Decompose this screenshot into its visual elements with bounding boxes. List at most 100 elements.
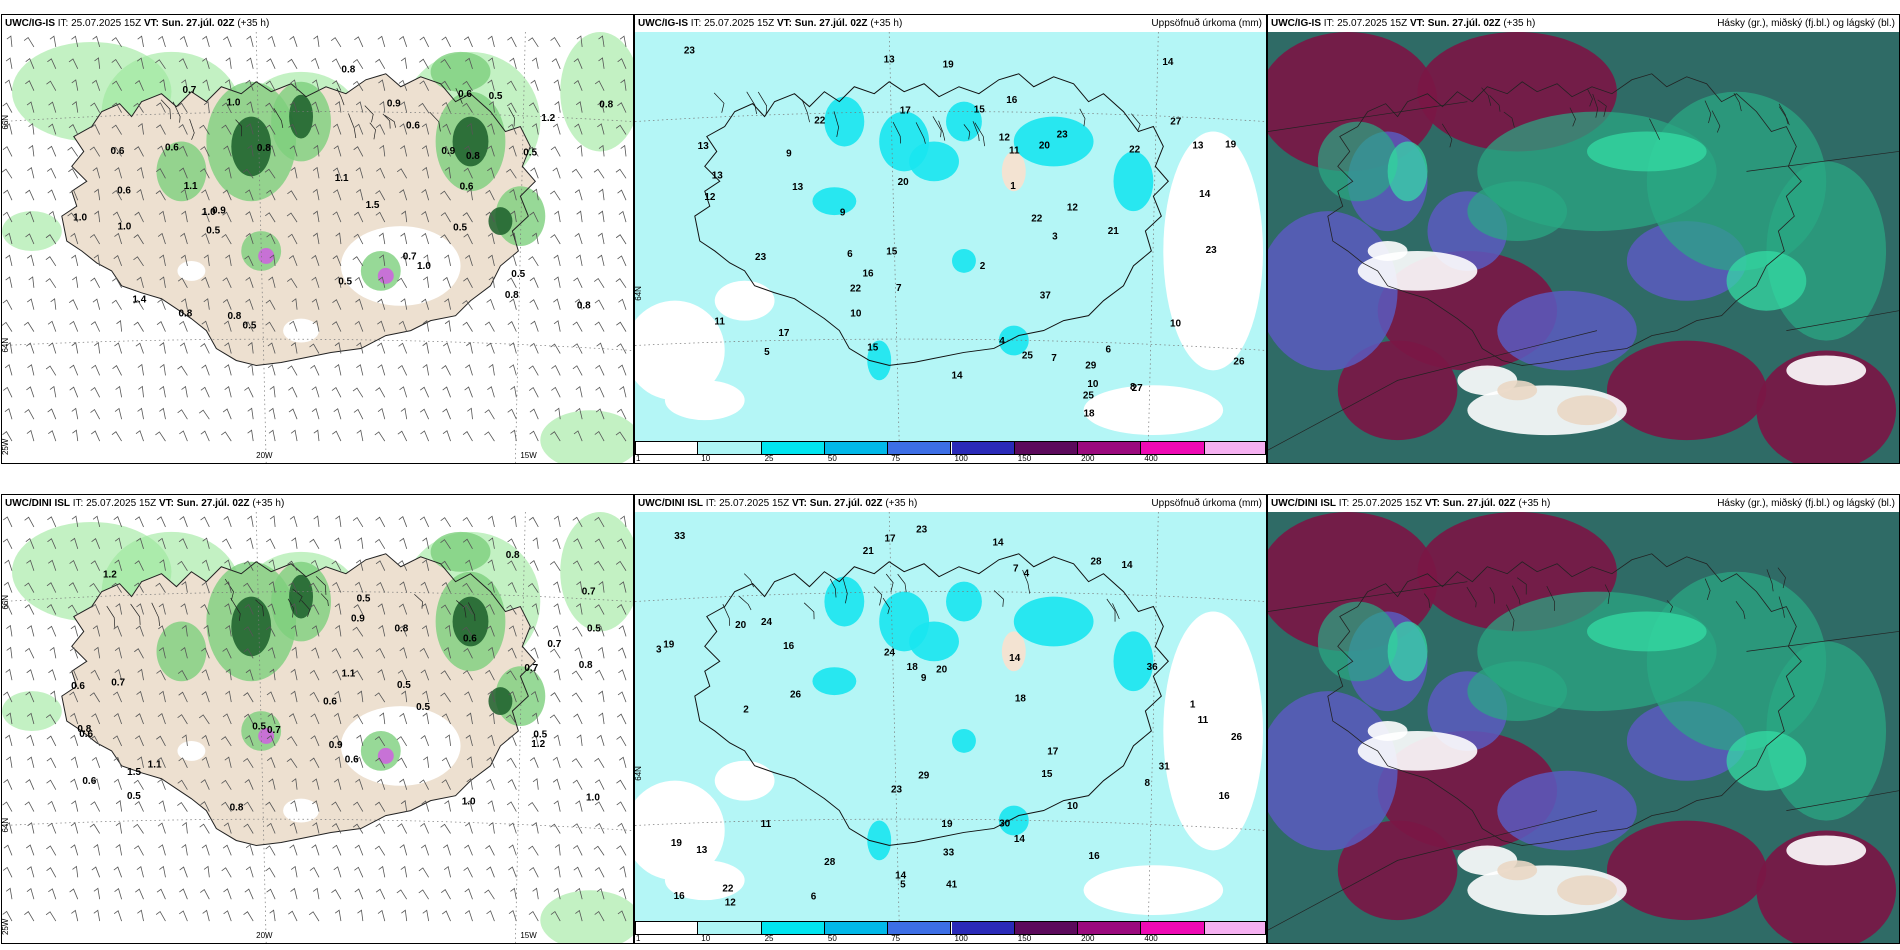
precip-value-label: 20 bbox=[898, 177, 910, 188]
wind-barb bbox=[620, 79, 627, 91]
wind-barb bbox=[156, 321, 166, 332]
wind-barb bbox=[422, 909, 430, 922]
wind-barb bbox=[246, 101, 254, 113]
wind-barb bbox=[398, 560, 408, 571]
wind-barb bbox=[616, 845, 627, 856]
fjord-line bbox=[974, 122, 985, 147]
precip-value-label: 10 bbox=[1170, 319, 1182, 330]
wind-barb bbox=[397, 364, 408, 376]
wind-barb bbox=[46, 845, 57, 856]
wind-barb bbox=[462, 300, 473, 310]
wind-barb bbox=[508, 625, 517, 637]
light-precip-area bbox=[540, 890, 633, 943]
fjord-line bbox=[172, 101, 181, 123]
wind-barb bbox=[374, 736, 386, 747]
wind-barb bbox=[335, 624, 342, 637]
wind-barb bbox=[70, 756, 79, 768]
wind-barb bbox=[47, 145, 57, 157]
wind-barb bbox=[247, 363, 254, 376]
wind-barb bbox=[134, 560, 144, 571]
wind-barb bbox=[90, 669, 101, 681]
wind-barb bbox=[418, 867, 429, 878]
wind-barb bbox=[444, 254, 451, 266]
wind-barb bbox=[202, 79, 210, 91]
wind-barb bbox=[552, 123, 561, 135]
precip-value-label: 9 bbox=[786, 149, 792, 160]
wind-barb bbox=[397, 430, 408, 442]
wind-barb bbox=[310, 735, 320, 747]
heavy-precip-area bbox=[289, 94, 314, 139]
fjord-line bbox=[230, 597, 241, 621]
precip-value-label: 19 bbox=[671, 838, 683, 849]
valid-time: VT: Sun. 27.júl. 02Z bbox=[1409, 18, 1501, 29]
wind-value-label: 0.6 bbox=[460, 181, 474, 192]
precip-value-label: 7 bbox=[1051, 353, 1057, 364]
wind-value-label: 1.1 bbox=[148, 760, 162, 771]
max-precip-area bbox=[377, 267, 394, 284]
wind-barb bbox=[531, 734, 539, 747]
wind-barb bbox=[333, 123, 342, 135]
graticule bbox=[1268, 581, 1899, 931]
wind-value-label: 0.5 bbox=[252, 722, 266, 733]
wind-barb bbox=[269, 254, 276, 266]
wind-barb bbox=[114, 887, 123, 900]
wind-barb bbox=[397, 277, 408, 289]
precip-value-label: 17 bbox=[900, 105, 912, 116]
wind-barb bbox=[487, 386, 495, 398]
wind-barb bbox=[70, 734, 79, 747]
wind-barb bbox=[419, 516, 430, 528]
wind-barb bbox=[159, 559, 166, 571]
fjord-line bbox=[130, 603, 141, 625]
wind-barb bbox=[596, 734, 605, 747]
wind-barb bbox=[268, 407, 276, 420]
precip-title: Uppsöfnuð úrkoma (mm) bbox=[1151, 498, 1262, 509]
wind-barb bbox=[355, 298, 364, 310]
low-cloud-area bbox=[1467, 661, 1568, 722]
dry-land-area bbox=[1001, 151, 1026, 192]
wind-barb bbox=[444, 320, 451, 332]
no-precip-area bbox=[664, 380, 745, 421]
wind-barb bbox=[486, 625, 495, 637]
wind-barb bbox=[618, 647, 627, 659]
wind-barb bbox=[201, 581, 210, 593]
wind-barb bbox=[136, 537, 144, 549]
precip-value-label: 27 bbox=[1132, 383, 1144, 394]
wind-barb bbox=[47, 408, 57, 420]
glacier-area bbox=[177, 740, 206, 761]
wind-barb bbox=[441, 779, 451, 790]
precip-value-label: 20 bbox=[936, 664, 948, 675]
wind-barb bbox=[422, 320, 430, 332]
precip-value-label: 3 bbox=[656, 645, 662, 656]
fjord-line bbox=[932, 116, 942, 138]
wind-barb bbox=[487, 800, 495, 812]
graticule-line bbox=[1786, 310, 1899, 331]
colorbar-tick-label: 100 bbox=[954, 454, 968, 463]
wind-barb bbox=[2, 299, 13, 310]
wind-barb bbox=[90, 102, 101, 113]
wind-barb bbox=[335, 232, 342, 245]
colorbar-swatch bbox=[635, 921, 699, 935]
wind-barb bbox=[222, 211, 232, 223]
wind-barb bbox=[90, 124, 101, 135]
wind-barb bbox=[92, 35, 101, 48]
wind-barb bbox=[223, 320, 232, 332]
wind-barb bbox=[531, 712, 539, 725]
wind-barb bbox=[116, 320, 123, 332]
wind-barb bbox=[224, 364, 232, 376]
precip-value-label: 29 bbox=[1085, 360, 1097, 371]
clear-land-area bbox=[1497, 860, 1538, 881]
wind-barb bbox=[529, 342, 539, 354]
wind-barb bbox=[509, 342, 517, 354]
wind-barb bbox=[245, 866, 254, 878]
dry-land-area bbox=[1001, 631, 1026, 672]
wind-value-label: 0.5 bbox=[453, 223, 467, 234]
wind-barb bbox=[200, 430, 210, 442]
wind-barb bbox=[550, 431, 561, 442]
wind-barb bbox=[115, 800, 123, 812]
fjord-line bbox=[738, 596, 752, 611]
wind-barb bbox=[331, 560, 342, 571]
wind-barb bbox=[46, 757, 57, 768]
wind-barb bbox=[156, 516, 166, 528]
wind-barb bbox=[93, 254, 101, 266]
wind-value-label: 0.8 bbox=[341, 65, 355, 76]
